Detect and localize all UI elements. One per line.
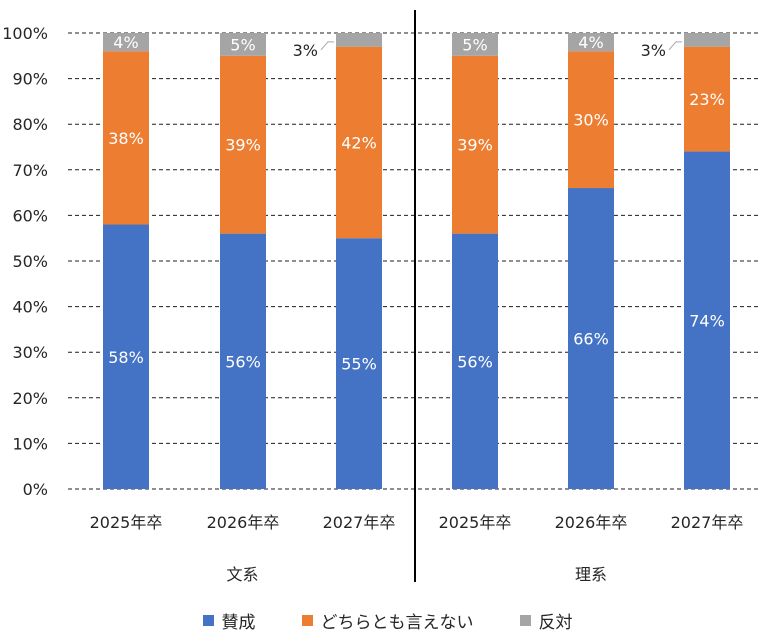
bar-segment [103, 33, 149, 52]
x-tick-label: 2027年卒 [671, 513, 744, 532]
y-tick-label: 80% [12, 115, 48, 134]
legend-swatch-oppose [519, 615, 531, 626]
bar-segment [220, 33, 266, 56]
x-tick-label: 2026年卒 [207, 513, 280, 532]
y-tick-label: 90% [12, 70, 48, 89]
bar-segment [220, 55, 266, 234]
data-label: 42% [341, 133, 377, 152]
data-label: 55% [341, 355, 377, 374]
data-label: 58% [108, 348, 144, 367]
legend-item-oppose: 反対 [519, 608, 573, 633]
data-label: 3% [293, 41, 318, 60]
bar-segment [684, 151, 730, 489]
x-tick-label: 2025年卒 [90, 513, 163, 532]
bar-segment [336, 33, 382, 47]
data-label: 56% [457, 352, 493, 371]
data-label: 38% [108, 129, 144, 148]
bar-segment [568, 51, 614, 189]
x-tick-label: 2027年卒 [323, 513, 396, 532]
y-tick-label: 30% [12, 343, 48, 362]
bar-segment [336, 46, 382, 239]
data-label: 4% [113, 33, 138, 52]
x-tick-label: 2026年卒 [555, 513, 628, 532]
bar-segment [452, 33, 498, 56]
y-tick-label: 10% [12, 434, 48, 453]
leader-line [668, 41, 682, 51]
x-tick-label: 2025年卒 [439, 513, 512, 532]
y-tick-label: 70% [12, 161, 48, 180]
legend-swatch-neutral [301, 615, 313, 626]
data-label: 5% [230, 35, 255, 54]
legend-label-neutral: どちらとも言えない [320, 613, 474, 633]
bar-segment [452, 233, 498, 489]
legend-label-agree: 賛成 [221, 613, 256, 633]
data-label: 39% [225, 136, 261, 155]
legend-item-agree: 賛成 [202, 608, 256, 633]
data-label: 5% [462, 35, 487, 54]
bar-segment [103, 224, 149, 489]
data-label: 39% [457, 136, 493, 155]
leader-line [320, 41, 334, 51]
y-axis: 0% 10% 20% 30% 40% 50% 60% 70% 80% 90% 100% [2, 24, 48, 499]
bars: 58% 38% 4% 56% 39% 5% 55% 42% 3% 56% 39% 5% 66% 30% 4%… [103, 33, 730, 490]
data-label: 23% [689, 90, 725, 109]
legend-item-neutral: どちらとも言えない [301, 608, 474, 633]
data-label: 74% [689, 311, 725, 330]
y-tick-label: 20% [12, 389, 48, 408]
legend: 賛成 どちらとも言えない 反対 [0, 608, 775, 633]
bar-segment [220, 233, 266, 489]
bar-segment [452, 55, 498, 234]
y-tick-label: 60% [12, 206, 48, 225]
bar-segment [103, 51, 149, 225]
bar-segment [568, 188, 614, 490]
data-label: 30% [573, 111, 609, 130]
bar-segment [568, 33, 614, 52]
group-label: 理系 [575, 565, 607, 584]
legend-swatch-agree [202, 615, 214, 626]
data-label: 56% [225, 352, 261, 371]
bar-segment [336, 238, 382, 489]
bar-segment [684, 33, 730, 47]
data-label: 66% [573, 330, 609, 349]
y-tick-label: 40% [12, 298, 48, 317]
data-label: 3% [641, 41, 666, 60]
data-label: 4% [578, 33, 603, 52]
group-label: 文系 [226, 565, 258, 584]
legend-label-oppose: 反対 [538, 613, 573, 633]
bar-segment [684, 46, 730, 152]
y-tick-label: 0% [23, 480, 48, 499]
y-tick-label: 50% [12, 252, 48, 271]
y-tick-label: 100% [2, 24, 48, 43]
